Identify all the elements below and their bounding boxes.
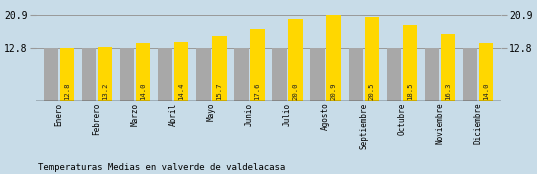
Bar (82, 48, 96, 101)
Bar (365, 17, 379, 101)
Bar (234, 48, 249, 101)
Bar (441, 34, 455, 101)
Bar (310, 48, 325, 101)
Bar (403, 25, 417, 101)
Text: 18.5: 18.5 (407, 83, 413, 100)
Bar (425, 48, 439, 101)
Text: 20.5: 20.5 (369, 83, 375, 100)
Bar (98, 47, 112, 101)
Bar (326, 15, 341, 101)
Bar (158, 48, 172, 101)
Bar (250, 29, 265, 101)
Bar (212, 36, 227, 101)
Bar (196, 48, 211, 101)
Bar (136, 44, 150, 101)
Bar (272, 48, 287, 101)
Bar (120, 48, 134, 101)
Text: 14.0: 14.0 (140, 83, 146, 100)
Bar (479, 44, 494, 101)
Text: 14.4: 14.4 (178, 83, 184, 100)
Bar (349, 48, 363, 101)
Bar (60, 48, 74, 101)
Text: 16.3: 16.3 (445, 83, 451, 100)
Bar (288, 19, 303, 101)
Text: Temperaturas Medias en valverde de valdelacasa: Temperaturas Medias en valverde de valde… (38, 163, 285, 172)
Text: 12.8: 12.8 (64, 83, 70, 100)
Text: 20.9: 20.9 (331, 83, 337, 100)
Bar (387, 48, 401, 101)
Text: 14.0: 14.0 (483, 83, 489, 100)
Bar (43, 48, 58, 101)
Bar (174, 42, 188, 101)
Text: 13.2: 13.2 (102, 83, 108, 100)
Text: 15.7: 15.7 (216, 83, 222, 100)
Bar (463, 48, 477, 101)
Text: 20.0: 20.0 (293, 83, 299, 100)
Text: 17.6: 17.6 (255, 83, 260, 100)
